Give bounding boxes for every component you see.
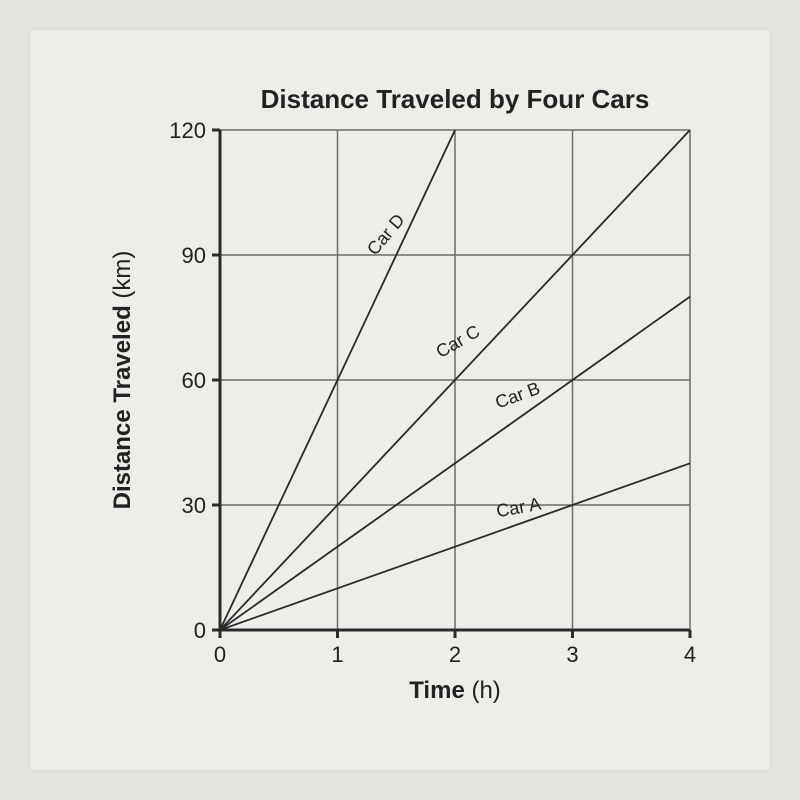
distance-traveled-chart: 012340306090120Car ACar BCar CCar DDista… [80, 70, 720, 730]
y-tick-label: 90 [182, 243, 206, 268]
y-tick-label: 0 [194, 618, 206, 643]
x-tick-label: 1 [331, 642, 343, 667]
y-tick-label: 120 [169, 118, 206, 143]
x-tick-label: 4 [684, 642, 696, 667]
x-axis-label: Time (h) [409, 677, 501, 704]
chart-container: 012340306090120Car ACar BCar CCar DDista… [80, 70, 720, 730]
x-tick-label: 3 [566, 642, 578, 667]
y-axis-label: Distance Traveled (km) [109, 251, 136, 510]
y-tick-label: 60 [182, 368, 206, 393]
chart-title: Distance Traveled by Four Cars [261, 84, 650, 114]
page-sheet: 012340306090120Car ACar BCar CCar DDista… [30, 30, 770, 770]
x-tick-label: 2 [449, 642, 461, 667]
x-tick-label: 0 [214, 642, 226, 667]
y-tick-label: 30 [182, 493, 206, 518]
